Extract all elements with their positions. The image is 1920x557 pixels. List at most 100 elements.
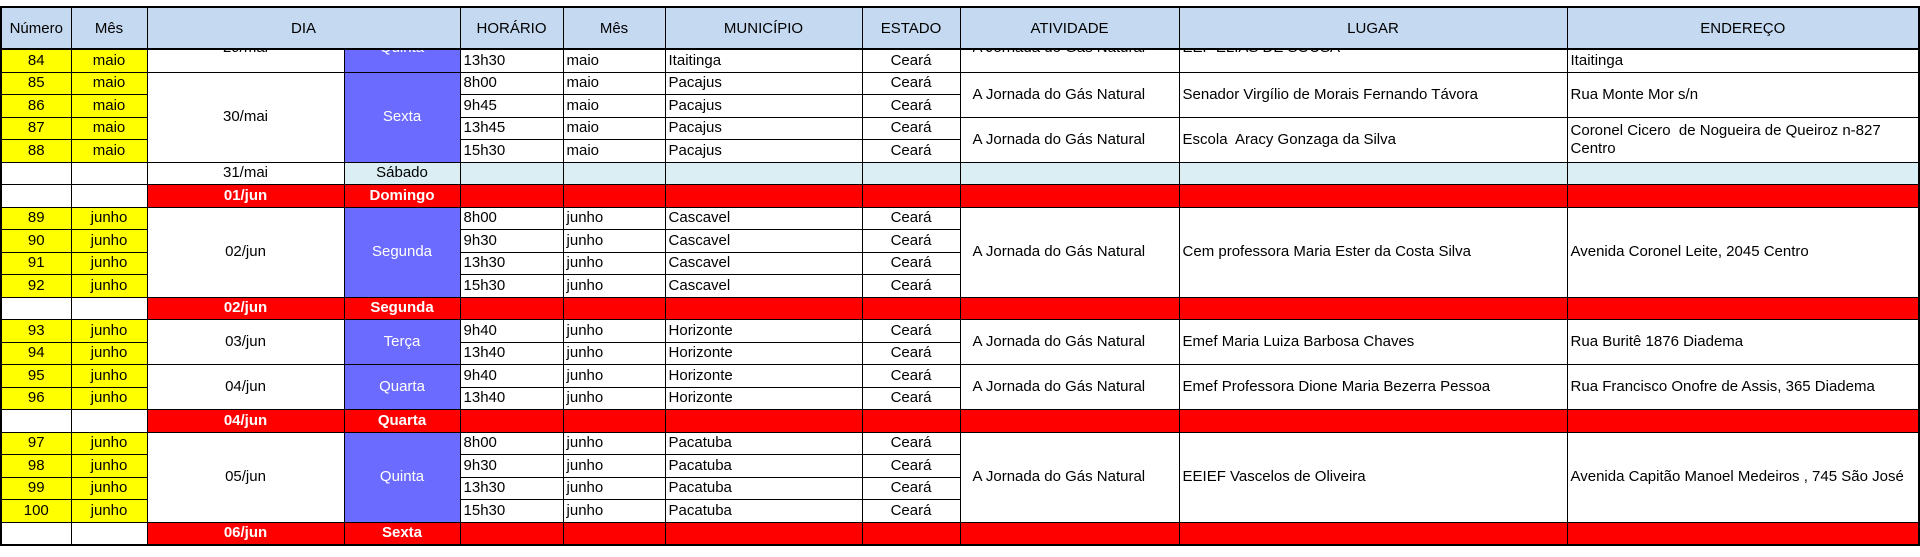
date: 04/jun xyxy=(146,409,345,433)
date: 02/jun xyxy=(146,296,345,320)
mes: maio xyxy=(562,48,666,73)
mes: junho xyxy=(70,364,148,388)
empty-cell xyxy=(959,521,1180,546)
horario: 9h30 xyxy=(459,454,564,478)
estado: Ceará xyxy=(861,94,961,118)
empty-cell xyxy=(1178,161,1568,185)
column-header: Número xyxy=(0,6,72,50)
numero: 93 xyxy=(0,319,72,343)
session-row: 87 maio 13h45 maio Pacajus Ceará A Jornada do … xyxy=(0,116,1920,163)
horario: 15h30 xyxy=(459,139,564,163)
horario: 9h40 xyxy=(459,319,564,343)
weekday: Sábado xyxy=(343,161,461,185)
lugar: Escola Aracy Gonzaga da Silva xyxy=(1178,116,1568,163)
session-row: 89 junho 02/jun Segunda 8h00 junho Cascavel Cea… xyxy=(0,206,1920,298)
empty-cell xyxy=(562,409,666,433)
empty-cell xyxy=(1566,409,1920,433)
empty-cell xyxy=(1566,296,1920,320)
column-header: LUGAR xyxy=(1178,6,1568,50)
municipio: Pacatuba xyxy=(664,431,863,455)
mes: junho xyxy=(562,476,666,500)
session-row: 99 junho 13h30 junho Pacatuba Ceará xyxy=(0,476,1919,500)
session-row: 88 maio 15h30 maio Pacajus Ceará xyxy=(0,139,1919,163)
municipio: Pacatuba xyxy=(664,454,863,478)
numero: 100 xyxy=(0,499,72,523)
weekday: Segunda xyxy=(343,206,461,298)
mes: junho xyxy=(70,206,148,230)
estado: Ceará xyxy=(861,71,961,95)
empty-cell xyxy=(459,409,564,433)
mes: junho xyxy=(70,431,148,455)
lugar: Senador Virgílio de Morais Fernando Távo… xyxy=(1178,71,1568,118)
weekday: Quinta xyxy=(343,431,461,523)
numero: 88 xyxy=(0,139,72,163)
mes: junho xyxy=(562,274,666,298)
empty-cell xyxy=(861,296,961,320)
weekday: Quarta xyxy=(343,409,461,433)
mes: maio xyxy=(70,139,148,163)
municipio: Pacajus xyxy=(664,71,863,95)
estado: Ceará xyxy=(861,319,961,343)
empty-cell xyxy=(459,184,564,208)
municipio: Pacajus xyxy=(664,94,863,118)
horario: 15h30 xyxy=(459,499,564,523)
date: 05/jun xyxy=(146,431,345,523)
atividade: A Jornada do Gás Natural xyxy=(959,431,1180,523)
schedule-table: Número Mês DIA HORÁRIO Mês MUNICÍPIO ESTADO ATI… xyxy=(0,6,1920,546)
endereco: Avenida Coronel Leite, 2045 Centro xyxy=(1566,206,1920,298)
cell-text: Quinta xyxy=(348,50,457,57)
mes: maio xyxy=(70,116,148,140)
empty-cell xyxy=(459,161,564,185)
session-row: 91 junho 13h30 junho Cascavel Ceará xyxy=(0,251,1919,275)
horario: 9h40 xyxy=(459,364,564,388)
date: 01/jun xyxy=(146,184,345,208)
empty-cell xyxy=(70,521,148,546)
estado: Ceará xyxy=(861,364,961,388)
mes: maio xyxy=(70,94,148,118)
estado: Ceará xyxy=(861,386,961,410)
empty-cell xyxy=(861,521,961,546)
mes: junho xyxy=(562,251,666,275)
mes: maio xyxy=(562,116,666,140)
session-row: 93 junho 03/jun Terça 9h40 junho Horizonte Cear… xyxy=(0,319,1920,365)
estado: Ceará xyxy=(861,341,961,365)
numero: 84 xyxy=(0,48,72,73)
municipio: Itaitinga xyxy=(664,48,863,73)
endereco: Coronel Cicero de Nogueira de Queiroz n-… xyxy=(1566,116,1920,163)
mes: junho xyxy=(562,499,666,523)
session-row: 95 junho 04/jun Quarta 9h40 junho Horizonte Cea… xyxy=(0,364,1920,410)
session-row: 100 junho 15h30 junho Pacatuba Ceará xyxy=(0,499,1919,523)
session-row: 97 junho 05/jun Quinta 8h00 junho Pacatuba Cear… xyxy=(0,431,1920,523)
weekday: Domingo xyxy=(343,184,461,208)
numero: 91 xyxy=(0,251,72,275)
mes: junho xyxy=(562,431,666,455)
empty-cell xyxy=(562,521,666,546)
mes: junho xyxy=(562,386,666,410)
empty-cell xyxy=(459,296,564,320)
horario: 8h00 xyxy=(459,206,564,230)
empty-cell xyxy=(70,296,148,320)
mes: maio xyxy=(562,139,666,163)
holiday-row: 04/jun Quarta xyxy=(0,409,1920,433)
mes: junho xyxy=(562,206,666,230)
lugar: Cem professora Maria Ester da Costa Silv… xyxy=(1178,206,1568,298)
table-body: 84maio29/maiQuinta13h30maioItaitingaCear… xyxy=(0,48,1920,546)
estado: Ceará xyxy=(861,251,961,275)
estado: Ceará xyxy=(861,229,961,253)
empty-cell xyxy=(1566,184,1920,208)
atividade: A Jornada do Gás Natural xyxy=(959,206,1180,298)
column-header: ENDEREÇO xyxy=(1566,6,1920,50)
numero: 87 xyxy=(0,116,72,140)
empty-cell xyxy=(0,161,72,185)
estado: Ceará xyxy=(861,454,961,478)
mes: junho xyxy=(70,251,148,275)
clip: EEF ELIAS DE SOUSA xyxy=(1183,50,1564,71)
municipio: Cascavel xyxy=(664,274,863,298)
cell-text: A Jornada do Gás Natural xyxy=(973,50,1176,57)
date: 31/mai xyxy=(146,161,345,185)
holiday-row: 02/jun Segunda xyxy=(0,296,1920,320)
atividade: A Jornada do Gás Natural xyxy=(959,48,1180,73)
estado: Ceará xyxy=(861,116,961,140)
atividade: A Jornada do Gás Natural xyxy=(959,319,1180,365)
lugar: Emef Maria Luiza Barbosa Chaves xyxy=(1178,319,1568,365)
